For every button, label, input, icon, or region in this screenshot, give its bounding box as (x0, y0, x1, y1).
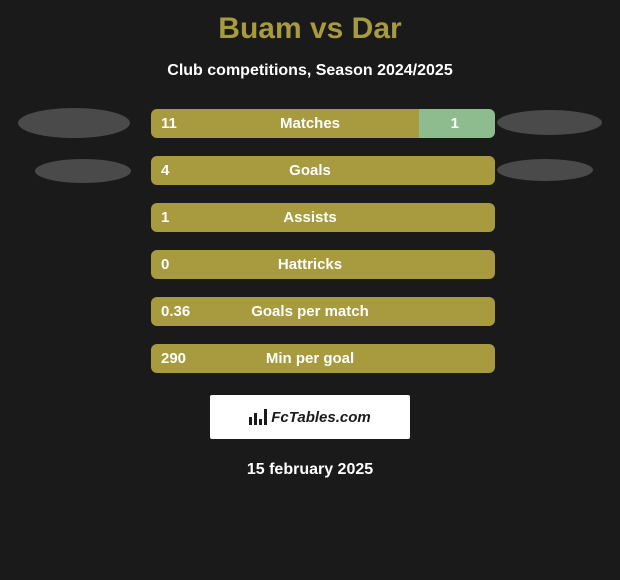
value-right-matches: 1 (451, 115, 459, 132)
row-min-per-goal: 290 Min per goal (13, 343, 607, 373)
row-goals: 4 Goals (13, 155, 607, 185)
fctables-attribution: FcTables.com (210, 395, 410, 439)
value-left-assists: 1 (161, 209, 169, 226)
value-left-gpm: 0.36 (161, 303, 190, 320)
label-hattricks: Hattricks (278, 256, 342, 273)
comparison-container: 11 Matches 1 4 Goals 1 Assists 0 Hattric… (8, 108, 612, 373)
bar-chart-icon (249, 409, 267, 425)
label-gpm: Goals per match (251, 303, 369, 320)
row-assists: 1 Assists (13, 202, 607, 232)
label-assists: Assists (283, 209, 336, 226)
value-left-hattricks: 0 (161, 256, 169, 273)
fctables-text: FcTables.com (271, 409, 370, 426)
page-subtitle: Club competitions, Season 2024/2025 (8, 62, 612, 80)
row-goals-per-match: 0.36 Goals per match (13, 296, 607, 326)
ellipse-left-goals (35, 159, 131, 183)
ellipse-right-matches (497, 110, 602, 135)
ellipse-right-goals (497, 159, 593, 181)
date-label: 15 february 2025 (8, 461, 612, 479)
label-matches: Matches (280, 115, 340, 132)
row-matches: 11 Matches 1 (13, 108, 607, 138)
page-title: Buam vs Dar (8, 12, 612, 46)
label-goals: Goals (289, 162, 331, 179)
fctables-logo: FcTables.com (249, 409, 370, 426)
label-mpg: Min per goal (266, 350, 354, 367)
ellipse-left-matches (18, 108, 130, 138)
value-left-goals: 4 (161, 162, 169, 179)
value-left-mpg: 290 (161, 350, 186, 367)
value-left-matches: 11 (161, 115, 177, 132)
row-hattricks: 0 Hattricks (13, 249, 607, 279)
